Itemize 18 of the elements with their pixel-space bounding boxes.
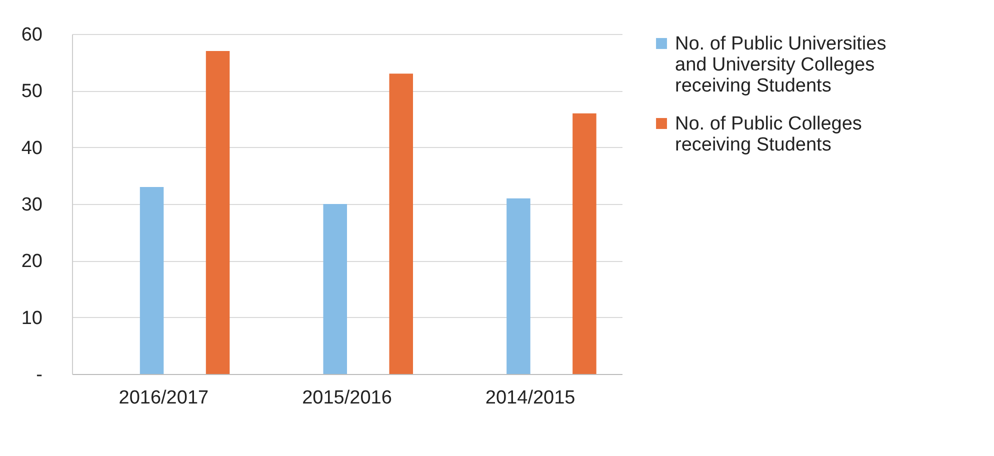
x-tick-label: 2014/2015: [485, 388, 576, 408]
y-tick-label: -: [36, 364, 42, 386]
y-tick-label: 30: [21, 194, 42, 216]
bar: [206, 51, 230, 374]
y-tick-label: 10: [21, 308, 42, 329]
y-tick-label: 40: [21, 138, 42, 159]
y-tick-label: 60: [21, 24, 42, 46]
bar: [140, 187, 164, 374]
legend-label: No. of Public Universities and University Colleges receiving Students: [675, 34, 886, 96]
bar: [389, 74, 413, 374]
x-tick-label: 2016/2017: [118, 388, 209, 408]
bar: [323, 204, 347, 374]
bar: [506, 198, 530, 374]
legend-label: No. of Public Colleges receiving Students: [675, 114, 862, 156]
y-tick-label: 50: [21, 81, 42, 102]
x-tick-label: 2015/2016: [302, 388, 392, 408]
y-tick-label: 20: [21, 251, 42, 272]
bar: [572, 113, 596, 374]
